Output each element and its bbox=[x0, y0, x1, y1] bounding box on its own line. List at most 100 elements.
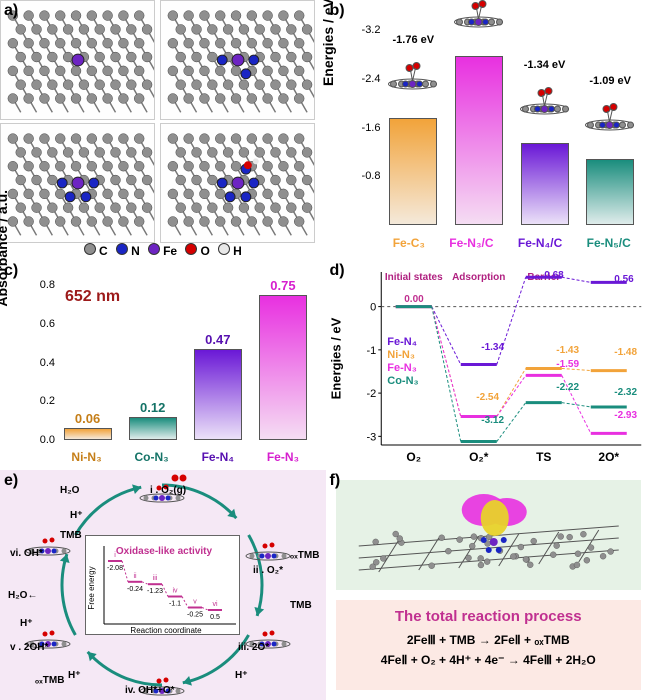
svg-text:-2.08: -2.08 bbox=[107, 565, 123, 572]
legend-item: H bbox=[218, 243, 242, 258]
bar: 0.47 bbox=[194, 349, 242, 440]
x-label: Fe-N₄/C bbox=[518, 236, 562, 250]
legend-item: O bbox=[185, 243, 210, 258]
cycle-label: H₂O bbox=[60, 485, 79, 496]
svg-text:0.68: 0.68 bbox=[544, 270, 564, 281]
equation-2: 4FeⅡ + O₂ + 4H⁺ + 4e⁻ → 4FeⅢ + 2H₂O bbox=[344, 653, 634, 667]
bar-value: -1.76 eV bbox=[393, 34, 435, 46]
panel-e-inset: Oxidase-like activityFree energyReaction… bbox=[85, 535, 240, 635]
bar: -2.77 eV bbox=[455, 56, 503, 225]
bar-value: -1.09 eV bbox=[589, 75, 631, 87]
molecule-inset bbox=[386, 54, 441, 92]
svg-text:0.00: 0.00 bbox=[404, 294, 424, 305]
panel-c-label: c) bbox=[4, 262, 18, 280]
equation-1: 2FeⅢ + TMB → 2FeⅡ + ₒₓTMB bbox=[344, 633, 634, 647]
bar: 0.75 bbox=[259, 295, 307, 440]
cycle-label: iii. 2O* bbox=[238, 642, 269, 653]
panel-f-label: f) bbox=[330, 472, 341, 490]
bar-value: 0.12 bbox=[140, 400, 165, 415]
panel-a-label: a) bbox=[4, 2, 18, 20]
svg-text:-0.24: -0.24 bbox=[127, 586, 143, 593]
panel-f-structure bbox=[336, 480, 642, 590]
panel-f-title: The total reaction process bbox=[344, 608, 634, 625]
svg-text:-0.25: -0.25 bbox=[187, 612, 203, 619]
svg-text:Ni-N₃: Ni-N₃ bbox=[387, 349, 415, 361]
ytick: 0.2 bbox=[40, 395, 55, 407]
cycle-label: v . 2OH* bbox=[10, 642, 48, 653]
bar: 0.06 bbox=[64, 428, 112, 440]
structure-subpanel bbox=[160, 123, 315, 243]
bar: -1.76 eV bbox=[389, 118, 437, 225]
panel-a: a) C N Fe O H bbox=[0, 0, 326, 260]
svg-text:-2: -2 bbox=[366, 388, 376, 400]
svg-text:iv: iv bbox=[172, 588, 178, 595]
cycle-label: ii . O₂* bbox=[253, 565, 283, 576]
cycle-label: vi. OH* bbox=[10, 548, 43, 559]
svg-text:-1.23: -1.23 bbox=[147, 588, 163, 595]
svg-text:iii: iii bbox=[153, 575, 158, 582]
x-label: Fe-C₃ bbox=[393, 236, 425, 250]
legend-item: Fe bbox=[148, 243, 177, 258]
svg-text:-2.54: -2.54 bbox=[476, 392, 499, 403]
atom-legend: C N Fe O H bbox=[0, 240, 326, 260]
molecule-inset bbox=[451, 0, 506, 30]
cycle-label: TMB bbox=[290, 600, 312, 611]
x-label: Ni-N₃ bbox=[71, 450, 101, 464]
cycle-label: H⁺ bbox=[70, 510, 83, 521]
panel-b-label: b) bbox=[330, 2, 345, 20]
bar-value: -1.34 eV bbox=[524, 59, 566, 71]
cycle-label: TMB bbox=[60, 530, 82, 541]
legend-item: C bbox=[84, 243, 108, 258]
svg-text:0: 0 bbox=[370, 302, 376, 314]
ytick: -2.4 bbox=[362, 73, 381, 85]
x-label: Fe-N₃ bbox=[267, 450, 299, 464]
svg-text:ii: ii bbox=[133, 573, 137, 580]
bar-value: 0.47 bbox=[205, 332, 230, 347]
bar: 0.12 bbox=[129, 417, 177, 440]
cycle-label: ₒₓTMB bbox=[35, 675, 64, 686]
bar: -1.09 eV bbox=[586, 159, 634, 225]
svg-text:2O*: 2O* bbox=[598, 450, 619, 464]
panel-e-label: e) bbox=[4, 472, 18, 490]
svg-text:Free energy: Free energy bbox=[87, 566, 96, 609]
svg-text:0.56: 0.56 bbox=[614, 274, 634, 285]
cycle-label: H⁺ bbox=[20, 618, 33, 629]
ytick: 0.6 bbox=[40, 318, 55, 330]
cycle-label: H⁺ bbox=[235, 670, 248, 681]
svg-text:-3.12: -3.12 bbox=[481, 415, 504, 426]
panel-d-label: d) bbox=[330, 262, 345, 280]
svg-text:O₂*: O₂* bbox=[469, 450, 489, 464]
svg-text:Adsorption: Adsorption bbox=[452, 272, 505, 283]
structure-subpanel bbox=[0, 123, 155, 243]
bar: -1.34 eV bbox=[521, 143, 569, 225]
structure-subpanel bbox=[0, 0, 155, 120]
panel-f-equations: The total reaction process 2FeⅢ + TMB → … bbox=[336, 600, 642, 690]
ytick: -3.2 bbox=[362, 24, 381, 36]
structure-subpanel bbox=[160, 0, 315, 120]
svg-text:-1.48: -1.48 bbox=[614, 347, 637, 358]
ytick: 0.0 bbox=[40, 434, 55, 446]
molecule-inset bbox=[583, 95, 638, 133]
panel-d: d) -3-2-10O₂O₂*TS2O*Initial statesAdsorp… bbox=[326, 260, 651, 470]
svg-text:Co-N₃: Co-N₃ bbox=[387, 375, 418, 387]
svg-text:Reaction coordinate: Reaction coordinate bbox=[130, 626, 202, 634]
svg-text:-1: -1 bbox=[366, 345, 376, 357]
svg-text:Fe-N₄: Fe-N₄ bbox=[387, 336, 417, 348]
svg-text:-2.32: -2.32 bbox=[614, 387, 637, 398]
panel-b: b) Energies / eV -3.2-2.4-1.6-0.8 -1.76 … bbox=[326, 0, 651, 260]
bar-value: 0.06 bbox=[75, 411, 100, 426]
molecule-inset bbox=[517, 79, 572, 117]
cycle-label: H₂O← bbox=[8, 590, 37, 601]
panel-f: f) The total reaction process 2FeⅢ + TMB… bbox=[326, 470, 651, 700]
svg-text:-3: -3 bbox=[366, 431, 376, 443]
cycle-label: i . O₂(g) bbox=[150, 485, 186, 496]
ytick: -0.8 bbox=[362, 170, 381, 182]
svg-text:TS: TS bbox=[536, 450, 551, 464]
svg-text:-1.59: -1.59 bbox=[556, 359, 579, 370]
panel-c: c) 652 nm Absorbance / a.u. 0.00.20.40.6… bbox=[0, 260, 326, 470]
x-label: Co-N₃ bbox=[135, 450, 169, 464]
svg-text:-2.93: -2.93 bbox=[614, 410, 637, 421]
svg-text:-1.34: -1.34 bbox=[481, 342, 504, 353]
svg-text:-1.43: -1.43 bbox=[556, 345, 579, 356]
svg-text:O₂: O₂ bbox=[406, 450, 421, 464]
